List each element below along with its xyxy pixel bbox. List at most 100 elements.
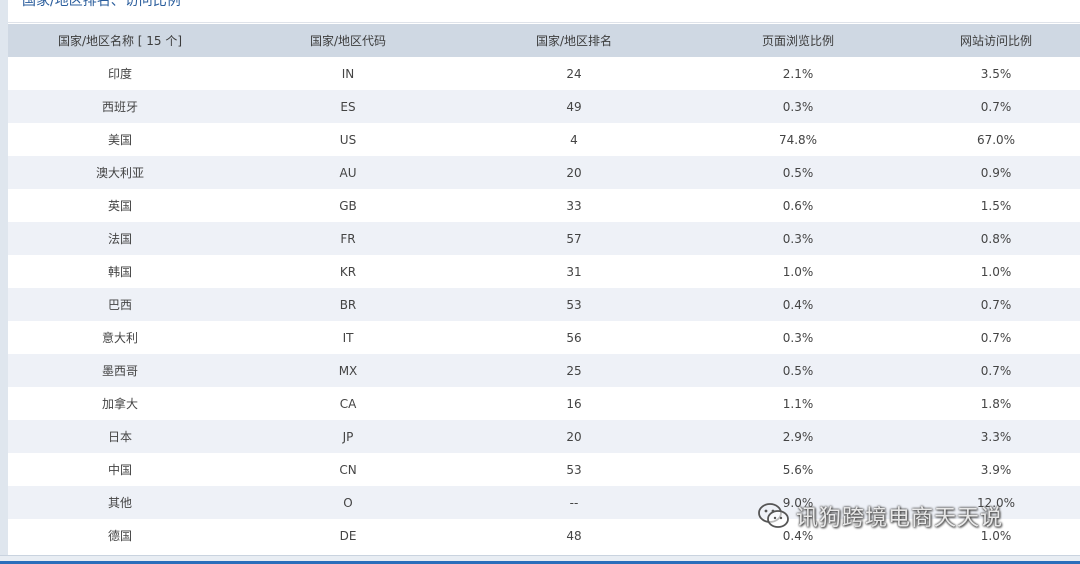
cell-pageview-ratio: 2.9% (684, 420, 912, 453)
cell-visit-ratio: 0.7% (912, 354, 1080, 387)
cell-visit-ratio: 3.5% (912, 57, 1080, 90)
table-row: 其他 O -- 9.0% 12.0% (8, 486, 1080, 519)
cell-country-rank: 25 (464, 354, 684, 387)
table-row: 意大利 IT 56 0.3% 0.7% (8, 321, 1080, 354)
table-row: 加拿大 CA 16 1.1% 1.8% (8, 387, 1080, 420)
cell-visit-ratio: 1.0% (912, 519, 1080, 552)
section-header: 国家/地区排名、访问比例 (8, 0, 1080, 23)
cell-country-code: ES (232, 90, 464, 123)
cell-country-rank: 20 (464, 420, 684, 453)
cell-country-rank: 20 (464, 156, 684, 189)
header-country-name[interactable]: 国家/地区名称 [ 15 个] (8, 24, 232, 57)
cell-country-name: 德国 (8, 519, 232, 552)
cell-pageview-ratio: 0.4% (684, 519, 912, 552)
cell-pageview-ratio: 0.5% (684, 156, 912, 189)
cell-country-rank: 56 (464, 321, 684, 354)
cell-visit-ratio: 0.7% (912, 321, 1080, 354)
table-row: 英国 GB 33 0.6% 1.5% (8, 189, 1080, 222)
cell-country-name: 法国 (8, 222, 232, 255)
country-table: 国家/地区名称 [ 15 个] 国家/地区代码 国家/地区排名 页面浏览比例 网… (8, 24, 1080, 552)
left-panel-edge (0, 0, 8, 564)
cell-visit-ratio: 0.8% (912, 222, 1080, 255)
header-country-code[interactable]: 国家/地区代码 (232, 24, 464, 57)
cell-country-code: DE (232, 519, 464, 552)
table-row: 德国 DE 48 0.4% 1.0% (8, 519, 1080, 552)
cell-country-name: 其他 (8, 486, 232, 519)
section-title: 国家/地区排名、访问比例 (22, 0, 181, 9)
cell-visit-ratio: 0.9% (912, 156, 1080, 189)
cell-visit-ratio: 0.7% (912, 288, 1080, 321)
country-table-container: 国家/地区名称 [ 15 个] 国家/地区代码 国家/地区排名 页面浏览比例 网… (8, 24, 1080, 555)
cell-country-code: BR (232, 288, 464, 321)
header-country-rank[interactable]: 国家/地区排名 (464, 24, 684, 57)
cell-visit-ratio: 1.5% (912, 189, 1080, 222)
table-row: 墨西哥 MX 25 0.5% 0.7% (8, 354, 1080, 387)
table-row: 法国 FR 57 0.3% 0.8% (8, 222, 1080, 255)
cell-country-name: 意大利 (8, 321, 232, 354)
cell-country-code: JP (232, 420, 464, 453)
header-pageview-ratio[interactable]: 页面浏览比例 (684, 24, 912, 57)
cell-country-rank: 49 (464, 90, 684, 123)
cell-country-name: 巴西 (8, 288, 232, 321)
cell-country-rank: 16 (464, 387, 684, 420)
cell-country-rank: 48 (464, 519, 684, 552)
bottom-scrollbar[interactable] (0, 555, 1080, 564)
table-row: 西班牙 ES 49 0.3% 0.7% (8, 90, 1080, 123)
cell-country-code: O (232, 486, 464, 519)
cell-pageview-ratio: 5.6% (684, 453, 912, 486)
cell-country-name: 韩国 (8, 255, 232, 288)
cell-pageview-ratio: 9.0% (684, 486, 912, 519)
cell-visit-ratio: 3.3% (912, 420, 1080, 453)
cell-country-rank: 53 (464, 453, 684, 486)
cell-country-rank: 57 (464, 222, 684, 255)
cell-country-name: 中国 (8, 453, 232, 486)
cell-pageview-ratio: 0.3% (684, 90, 912, 123)
cell-country-code: IN (232, 57, 464, 90)
cell-country-name: 美国 (8, 123, 232, 156)
cell-country-code: MX (232, 354, 464, 387)
cell-country-name: 澳大利亚 (8, 156, 232, 189)
table-row: 美国 US 4 74.8% 67.0% (8, 123, 1080, 156)
bottom-accent-bar (0, 561, 1080, 564)
cell-country-code: CN (232, 453, 464, 486)
header-visit-ratio[interactable]: 网站访问比例 (912, 24, 1080, 57)
cell-pageview-ratio: 1.1% (684, 387, 912, 420)
table-row: 澳大利亚 AU 20 0.5% 0.9% (8, 156, 1080, 189)
cell-visit-ratio: 1.0% (912, 255, 1080, 288)
cell-country-code: AU (232, 156, 464, 189)
cell-country-code: FR (232, 222, 464, 255)
cell-visit-ratio: 3.9% (912, 453, 1080, 486)
table-row: 中国 CN 53 5.6% 3.9% (8, 453, 1080, 486)
cell-pageview-ratio: 0.4% (684, 288, 912, 321)
cell-country-code: KR (232, 255, 464, 288)
cell-visit-ratio: 12.0% (912, 486, 1080, 519)
cell-country-name: 日本 (8, 420, 232, 453)
cell-country-code: CA (232, 387, 464, 420)
cell-country-rank: 24 (464, 57, 684, 90)
cell-visit-ratio: 67.0% (912, 123, 1080, 156)
cell-country-rank: -- (464, 486, 684, 519)
cell-country-name: 英国 (8, 189, 232, 222)
table-header-row: 国家/地区名称 [ 15 个] 国家/地区代码 国家/地区排名 页面浏览比例 网… (8, 24, 1080, 57)
cell-country-rank: 53 (464, 288, 684, 321)
table-body: 印度 IN 24 2.1% 3.5% 西班牙 ES 49 0.3% 0.7% 美国 US 4 74.8% 6… (8, 57, 1080, 552)
table-row: 日本 JP 20 2.9% 3.3% (8, 420, 1080, 453)
cell-country-rank: 31 (464, 255, 684, 288)
cell-country-code: IT (232, 321, 464, 354)
cell-country-name: 加拿大 (8, 387, 232, 420)
table-row: 韩国 KR 31 1.0% 1.0% (8, 255, 1080, 288)
table-row: 印度 IN 24 2.1% 3.5% (8, 57, 1080, 90)
cell-pageview-ratio: 0.3% (684, 222, 912, 255)
cell-country-rank: 33 (464, 189, 684, 222)
cell-pageview-ratio: 74.8% (684, 123, 912, 156)
cell-country-code: US (232, 123, 464, 156)
cell-visit-ratio: 1.8% (912, 387, 1080, 420)
cell-country-name: 印度 (8, 57, 232, 90)
cell-country-rank: 4 (464, 123, 684, 156)
cell-pageview-ratio: 0.5% (684, 354, 912, 387)
cell-country-name: 西班牙 (8, 90, 232, 123)
cell-pageview-ratio: 1.0% (684, 255, 912, 288)
table-row: 巴西 BR 53 0.4% 0.7% (8, 288, 1080, 321)
cell-country-code: GB (232, 189, 464, 222)
